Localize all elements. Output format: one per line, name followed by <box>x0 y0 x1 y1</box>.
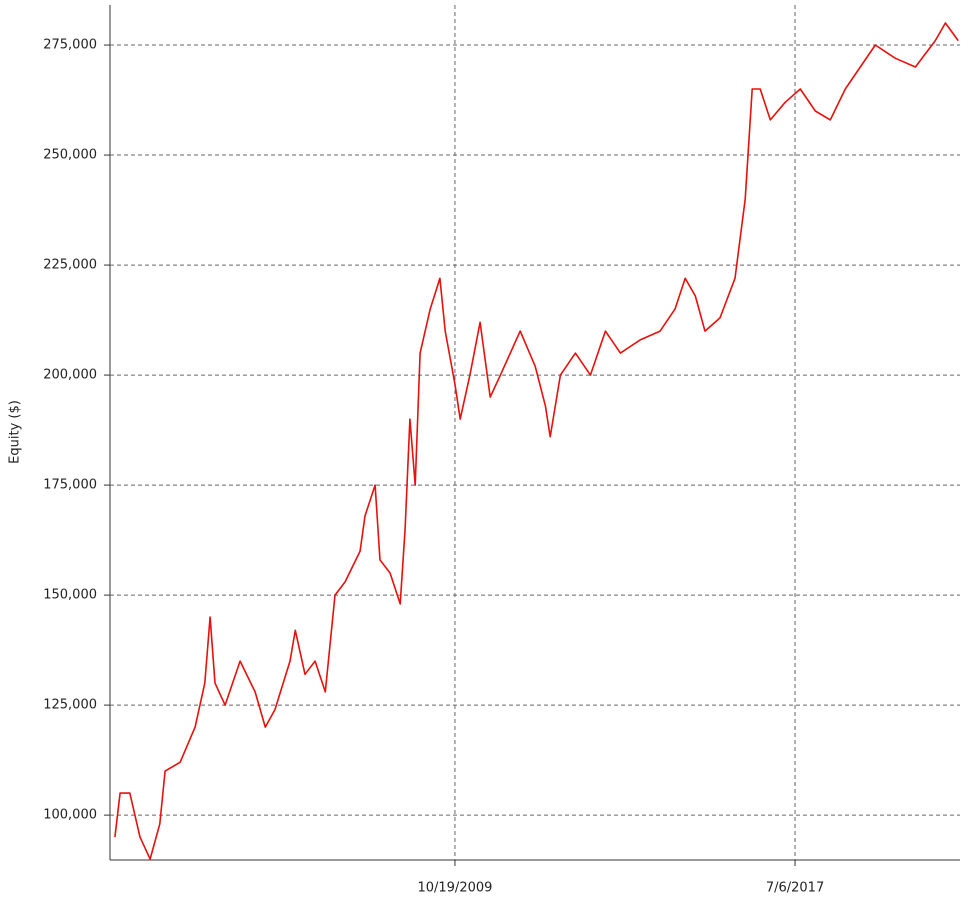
y-tick-label: 125,000 <box>43 698 97 713</box>
x-tick-label: 7/6/2017 <box>766 881 824 896</box>
equity-line <box>114 22 959 860</box>
y-tick-label: 175,000 <box>43 478 97 493</box>
y-tick-label: 250,000 <box>43 148 97 163</box>
y-tick-label: 200,000 <box>43 368 97 383</box>
y-tick-label: 150,000 <box>43 588 97 603</box>
y-axis-label: Equity ($) <box>8 400 23 464</box>
x-tick-label: 10/19/2009 <box>417 881 492 896</box>
y-tick-label: 275,000 <box>43 38 97 53</box>
y-tick-label: 100,000 <box>43 808 97 823</box>
y-tick-label: 225,000 <box>43 258 97 273</box>
